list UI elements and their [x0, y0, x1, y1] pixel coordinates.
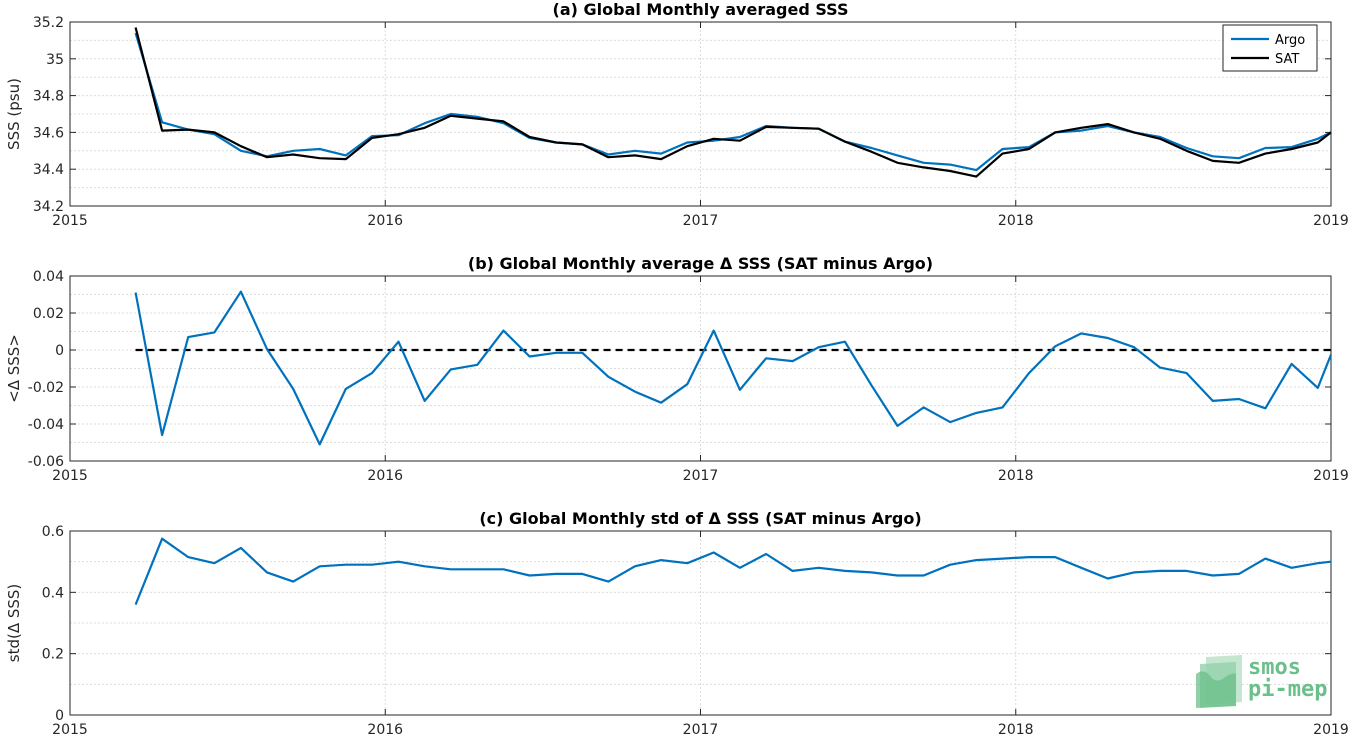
x-tick-label: 2017: [683, 213, 719, 229]
panel-b: 2015 2016 2017 2018 2019 -0.06 -0.04 -0.02 0 0.02…: [5, 254, 1349, 484]
x-tick-label: 2016: [367, 468, 403, 484]
y-tick-label: -0.04: [28, 417, 64, 433]
y-tick-label: 0: [55, 343, 64, 359]
x-tick-label: 2019: [1313, 213, 1349, 229]
y-axis-label: <Δ SSS>: [5, 334, 23, 403]
y-tick-label: 34.6: [33, 125, 64, 141]
x-tick-label: 2015: [52, 722, 88, 736]
y-tick-label: -0.06: [28, 454, 64, 470]
panel-c: 2015 2016 2017 2018 2019 0 0.2 0.4 0.6 (c) Global…: [5, 509, 1349, 736]
y-axis-label: SSS (psu): [5, 78, 23, 150]
x-tick-label: 2019: [1313, 722, 1349, 736]
legend-box: [1222, 24, 1318, 72]
x-tick-label: 2016: [367, 722, 403, 736]
x-tick-label: 2018: [998, 213, 1034, 229]
y-tick-label: -0.02: [28, 380, 64, 396]
x-tick-label: 2016: [367, 213, 403, 229]
x-tick-label: 2015: [52, 468, 88, 484]
y-tick-label: 34.4: [33, 162, 64, 178]
x-tick-label: 2019: [1313, 468, 1349, 484]
y-tick-label: 35: [46, 52, 64, 68]
chart-title: (b) Global Monthly average Δ SSS (SAT mi…: [468, 254, 933, 273]
x-tick-label: 2017: [683, 722, 719, 736]
y-tick-label: 34.8: [33, 89, 64, 105]
legend-label: SAT: [1275, 52, 1299, 67]
legend: Argo SAT: [1222, 24, 1318, 72]
legend-label: Argo: [1275, 33, 1305, 48]
series-line-argo: [134, 32, 1332, 172]
x-tick-label: 2018: [998, 722, 1034, 736]
series-line-sat: [134, 27, 1332, 178]
y-tick-label: 0.4: [42, 585, 64, 601]
y-tick-label: 35.2: [33, 15, 64, 31]
y-tick-label: 0: [55, 708, 64, 724]
logo-line1: smos: [1248, 655, 1301, 680]
x-tick-label: 2017: [683, 468, 719, 484]
y-tick-label: 34.2: [33, 199, 64, 215]
series-line-0: [134, 290, 1333, 446]
x-tick-label: 2018: [998, 468, 1034, 484]
y-axis-label: std(Δ SSS): [5, 584, 23, 663]
y-tick-label: 0.02: [33, 306, 64, 322]
series-line-0: [134, 537, 1332, 606]
y-tick-label: 0.04: [33, 269, 64, 285]
x-tick-label: 2015: [52, 213, 88, 229]
smos-pi-mep-logo: smos pi-mep: [1196, 655, 1327, 708]
chart-title: (c) Global Monthly std of Δ SSS (SAT min…: [479, 509, 921, 528]
y-tick-label: 0.6: [42, 524, 64, 540]
logo-emblem: [1196, 655, 1242, 708]
panel-a: 2015 2016 2017 2018 2019 34.2 34.4 34.6 34.8 35 35…: [5, 0, 1349, 229]
chart-title: (a) Global Monthly averaged SSS: [553, 0, 849, 19]
logo-line2: pi-mep: [1248, 677, 1327, 702]
y-tick-label: 0.2: [42, 647, 64, 663]
